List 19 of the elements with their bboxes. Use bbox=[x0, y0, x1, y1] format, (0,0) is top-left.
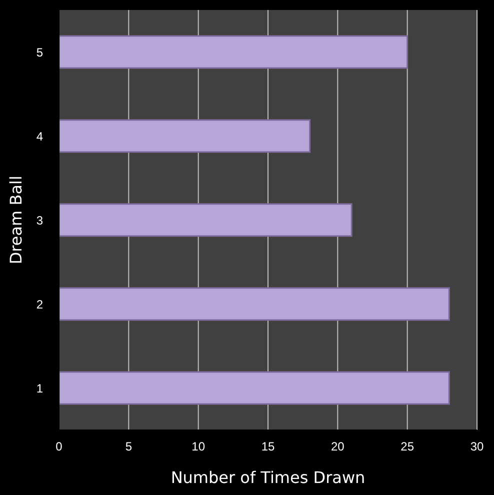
x-tick-label: 15 bbox=[261, 440, 275, 454]
x-axis-title: Number of Times Drawn bbox=[170, 468, 366, 487]
x-tick-label: 25 bbox=[400, 440, 414, 454]
bar bbox=[59, 203, 352, 237]
x-tick-label: 0 bbox=[56, 440, 63, 454]
x-tick-label: 20 bbox=[330, 440, 345, 454]
bar bbox=[59, 35, 408, 69]
bar bbox=[59, 119, 311, 153]
x-tick-label: 5 bbox=[125, 440, 132, 454]
y-tick-label: 4 bbox=[36, 129, 44, 144]
y-axis-title: Dream Ball bbox=[6, 176, 26, 264]
y-tick-label: 5 bbox=[36, 45, 44, 60]
bar bbox=[59, 287, 450, 321]
x-tick-label: 10 bbox=[192, 440, 206, 454]
y-tick-label: 1 bbox=[36, 381, 44, 396]
bar bbox=[59, 371, 450, 405]
y-tick-label: 3 bbox=[36, 213, 44, 228]
x-tick-label: 30 bbox=[470, 440, 484, 454]
y-tick-label: 2 bbox=[36, 297, 44, 312]
